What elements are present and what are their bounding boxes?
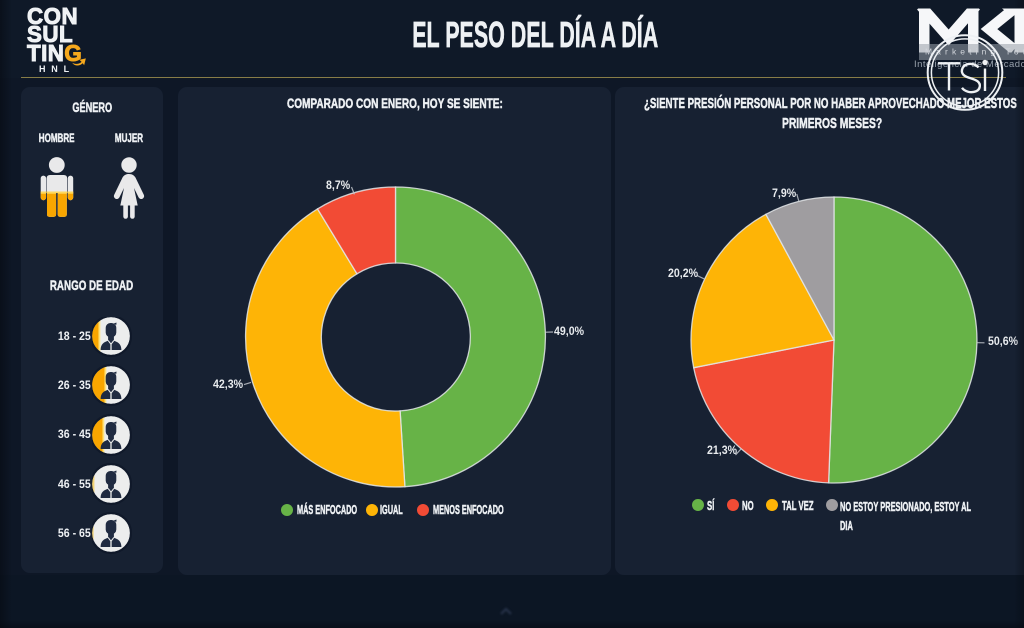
svg-text:Marketing Total: Marketing Total [925, 47, 1024, 57]
